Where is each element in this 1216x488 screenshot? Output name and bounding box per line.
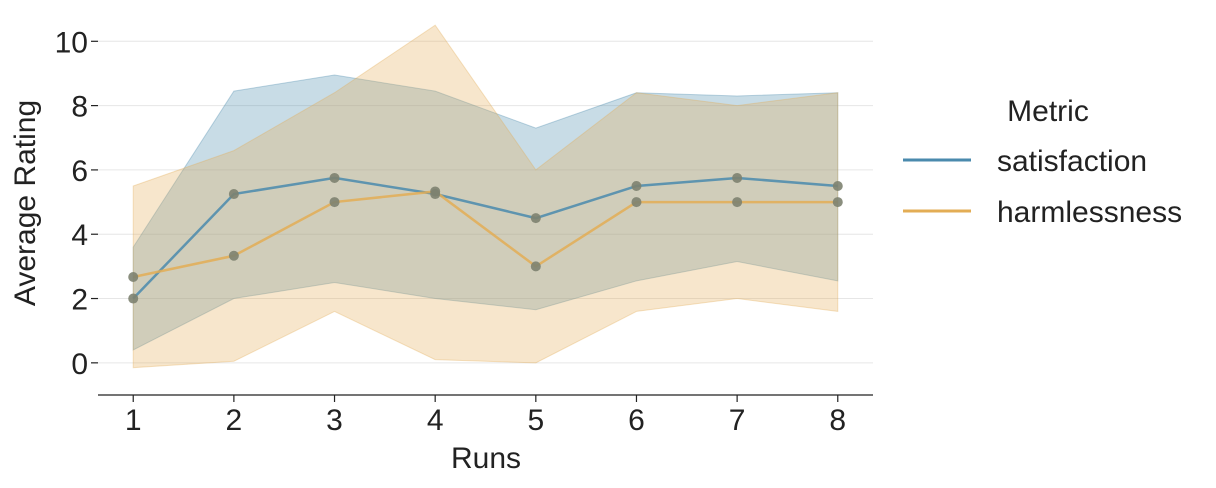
legend-title: Metric — [1007, 95, 1089, 128]
legend-label-satisfaction: satisfaction — [997, 145, 1147, 178]
line-harmlessness — [132, 190, 838, 279]
y-tick-label-10: 10 — [55, 26, 88, 59]
grid-lines — [98, 40, 873, 364]
legend: Metric satisfaction harmlessness — [903, 95, 1182, 229]
x-tick-label-1: 1 — [125, 404, 142, 437]
x-tick-label-7: 7 — [729, 404, 746, 437]
legend-label-harmlessness: harmlessness — [997, 196, 1182, 229]
series-lines — [132, 176, 838, 300]
point-harmlessness-5 — [530, 261, 541, 272]
point-satisfaction-6 — [631, 180, 642, 191]
y-tick-label-4: 4 — [71, 219, 88, 252]
y-tick-label-0: 0 — [71, 348, 88, 381]
point-satisfaction-1 — [128, 293, 139, 304]
point-satisfaction-7 — [732, 172, 743, 183]
point-harmlessness-1 — [128, 271, 139, 282]
point-satisfaction-3 — [329, 172, 340, 183]
y-tick-label-6: 6 — [71, 155, 88, 188]
point-harmlessness-6 — [631, 197, 642, 208]
point-harmlessness-2 — [228, 250, 239, 261]
x-tick-label-4: 4 — [427, 404, 444, 437]
x-tick-label-3: 3 — [326, 404, 343, 437]
x-tick-label-8: 8 — [829, 404, 846, 437]
band-satisfaction — [132, 74, 839, 351]
point-harmlessness-8 — [832, 197, 843, 208]
point-satisfaction-8 — [832, 180, 843, 191]
x-tick-label-6: 6 — [628, 404, 645, 437]
point-harmlessness-3 — [329, 197, 340, 208]
y-tick-label-8: 8 — [71, 91, 88, 124]
x-tick-label-2: 2 — [226, 404, 243, 437]
y-axis-label: Average Rating — [9, 100, 42, 306]
line-satisfaction — [132, 176, 838, 300]
band-harmlessness — [132, 24, 839, 369]
point-harmlessness-7 — [732, 197, 743, 208]
y-tick-label-2: 2 — [71, 284, 88, 317]
point-satisfaction-5 — [530, 213, 541, 224]
point-harmlessness-4 — [430, 186, 441, 197]
point-satisfaction-2 — [228, 189, 239, 200]
confidence-bands — [132, 24, 839, 369]
x-tick-label-5: 5 — [527, 404, 544, 437]
x-axis-label: Runs — [451, 442, 521, 475]
series-points — [128, 172, 843, 304]
